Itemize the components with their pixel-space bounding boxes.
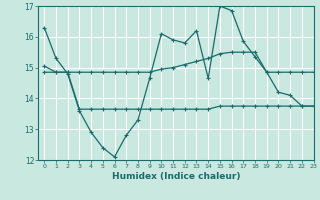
X-axis label: Humidex (Indice chaleur): Humidex (Indice chaleur) — [112, 172, 240, 181]
